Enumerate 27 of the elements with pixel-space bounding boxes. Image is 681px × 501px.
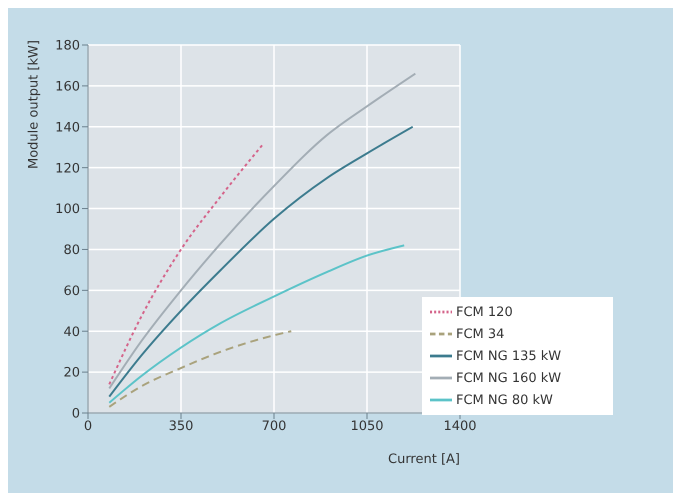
legend-label: FCM NG 80 kW bbox=[456, 393, 553, 408]
y-tick-label: 140 bbox=[55, 120, 80, 136]
x-axis-title: Current [A] bbox=[388, 452, 460, 467]
line-series bbox=[108, 330, 292, 408]
y-tick-label: 20 bbox=[63, 366, 80, 381]
legend-label: FCM 120 bbox=[456, 305, 513, 320]
line-series bbox=[108, 126, 414, 398]
line-series bbox=[108, 142, 265, 386]
y-tick-label: 80 bbox=[63, 243, 80, 258]
y-tick-label: 160 bbox=[55, 80, 80, 95]
line-series bbox=[108, 72, 416, 390]
line-series bbox=[108, 244, 406, 404]
x-tick-label: 0 bbox=[84, 419, 92, 434]
y-tick-label: 120 bbox=[55, 161, 80, 176]
y-tick-label: 100 bbox=[55, 202, 80, 218]
legend-label: FCM NG 160 kW bbox=[456, 371, 562, 386]
x-tick-label: 700 bbox=[262, 419, 286, 434]
legend-label: FCM NG 135 kW bbox=[456, 349, 562, 364]
x-tick-label: 1050 bbox=[350, 419, 384, 434]
y-tick-label: 60 bbox=[63, 284, 80, 299]
y-tick-label: 180 bbox=[55, 38, 80, 54]
x-tick-label: 1400 bbox=[443, 419, 477, 434]
legend-label: FCM 34 bbox=[456, 327, 504, 342]
x-tick-label: 350 bbox=[168, 419, 194, 434]
y-tick-label: 40 bbox=[63, 324, 80, 340]
y-tick-label: 0 bbox=[72, 406, 80, 422]
y-axis-title: Module output [kW] bbox=[26, 40, 42, 169]
